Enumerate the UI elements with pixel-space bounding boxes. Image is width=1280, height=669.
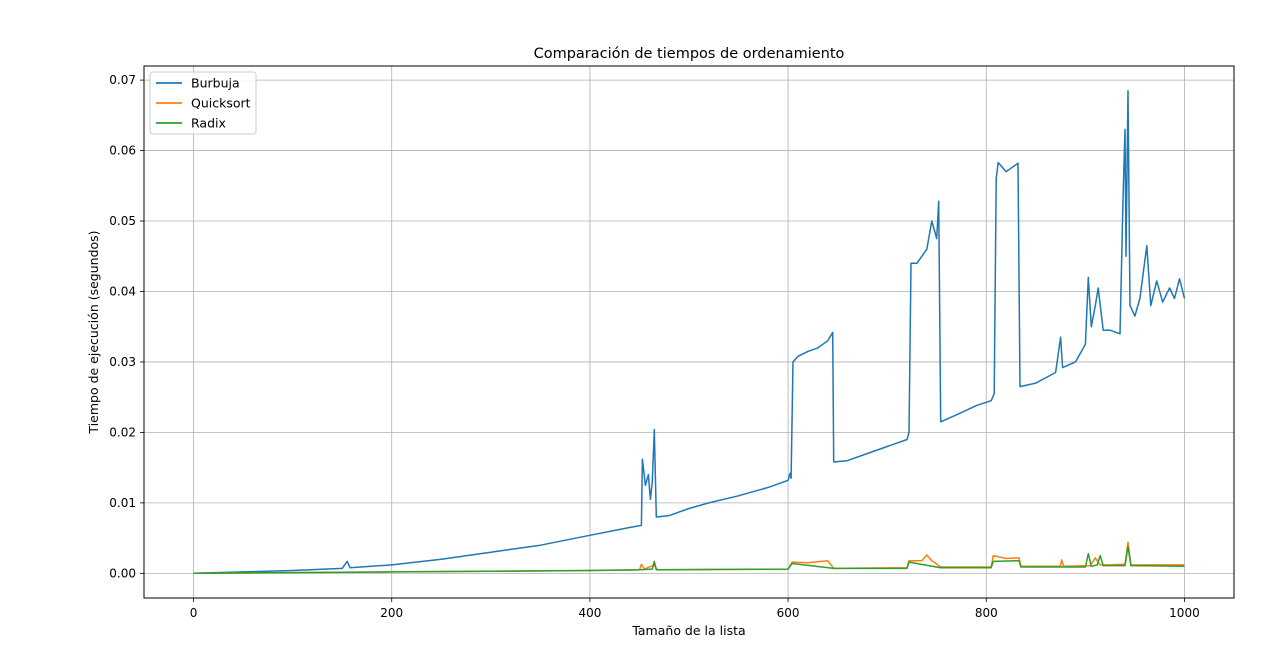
legend-box (149, 71, 257, 135)
y-tick-label: 0.07 (109, 73, 136, 87)
legend-label-burbuja: Burbuja (191, 76, 240, 91)
y-tick-label: 0.01 (109, 496, 136, 510)
series-layer (193, 89, 1186, 575)
series-line-radix (193, 545, 1185, 575)
x-axis-label: Tamaño de la lista (631, 623, 745, 638)
x-tick-label: 600 (777, 606, 800, 620)
y-tick-label: 0.03 (109, 355, 136, 369)
series-line-burbuja (193, 89, 1186, 575)
x-tick-label: 800 (975, 606, 998, 620)
y-tick-label: 0.05 (109, 214, 136, 228)
x-tick-label: 200 (380, 606, 403, 620)
y-tick-label: 0.02 (109, 425, 136, 439)
legend: Burbuja Quicksort Radix (149, 71, 257, 135)
legend-label-radix: Radix (191, 116, 226, 131)
x-tick-label: 1000 (1169, 606, 1200, 620)
y-tick-label: 0.06 (109, 144, 136, 158)
series-line-quicksort (193, 541, 1185, 575)
x-tick-label: 0 (190, 606, 198, 620)
tick-layer: 0 200 400 600 800 1000 0.00 0.01 0.02 0.03 0.04 0.0… (109, 73, 1199, 620)
x-tick-label: 400 (578, 606, 601, 620)
grid-layer (144, 66, 1234, 598)
legend-label-quicksort: Quicksort (191, 96, 251, 111)
y-axis-label: Tiempo de ejecución (segundos) (86, 230, 101, 434)
chart-title: Comparación de tiempos de ordenamiento (534, 46, 845, 62)
y-tick-label: 0.00 (109, 566, 136, 580)
plot-frame (143, 65, 1235, 599)
y-tick-label: 0.04 (109, 284, 136, 298)
